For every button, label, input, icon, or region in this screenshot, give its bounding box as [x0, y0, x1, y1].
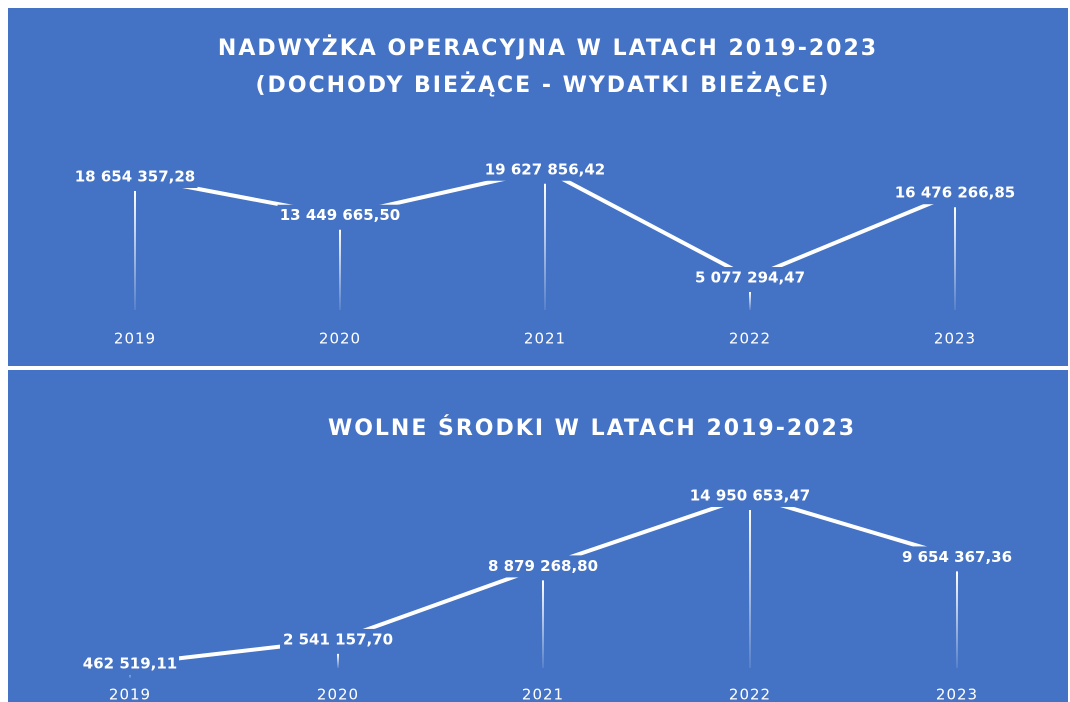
x-tick-label: 2020 [319, 330, 361, 348]
data-label: 8 879 268,80 [488, 557, 598, 575]
label-background [277, 204, 403, 227]
data-label: 5 077 294,47 [695, 269, 805, 287]
data-label: 18 654 357,28 [75, 168, 196, 186]
data-label: 462 519,11 [83, 655, 177, 673]
data-label: 13 449 665,50 [280, 206, 401, 224]
x-tick-label: 2022 [729, 330, 771, 348]
chart-title: WOLNE ŚRODKI W LATACH 2019-2023 [328, 415, 856, 441]
data-label: 2 541 157,70 [283, 630, 393, 648]
label-background [892, 182, 1018, 205]
x-tick-label: 2019 [114, 330, 156, 348]
x-tick-label: 2022 [729, 686, 771, 702]
data-label: 9 654 367,36 [902, 548, 1012, 566]
label-background [485, 555, 601, 578]
label-background [687, 484, 813, 507]
data-label: 16 476 266,85 [895, 184, 1016, 202]
label-background [280, 628, 396, 651]
label-background [899, 546, 1015, 569]
x-tick-label: 2021 [522, 686, 564, 702]
x-tick-label: 2021 [524, 330, 566, 348]
data-label: 19 627 856,42 [485, 160, 606, 178]
label-background [72, 166, 198, 189]
label-background [692, 267, 808, 290]
chart-title: NADWYŻKA OPERACYJNA W LATACH 2019-2023 [218, 35, 878, 61]
x-tick-label: 2023 [936, 686, 978, 702]
chart-subtitle: (DOCHODY BIEŻĄCE - WYDATKI BIEŻĄCE) [256, 72, 831, 98]
x-tick-label: 2019 [109, 686, 151, 702]
label-background [482, 158, 608, 181]
data-label: 14 950 653,47 [690, 486, 811, 504]
x-tick-label: 2020 [317, 686, 359, 702]
label-background [81, 653, 179, 676]
x-tick-label: 2023 [934, 330, 976, 348]
